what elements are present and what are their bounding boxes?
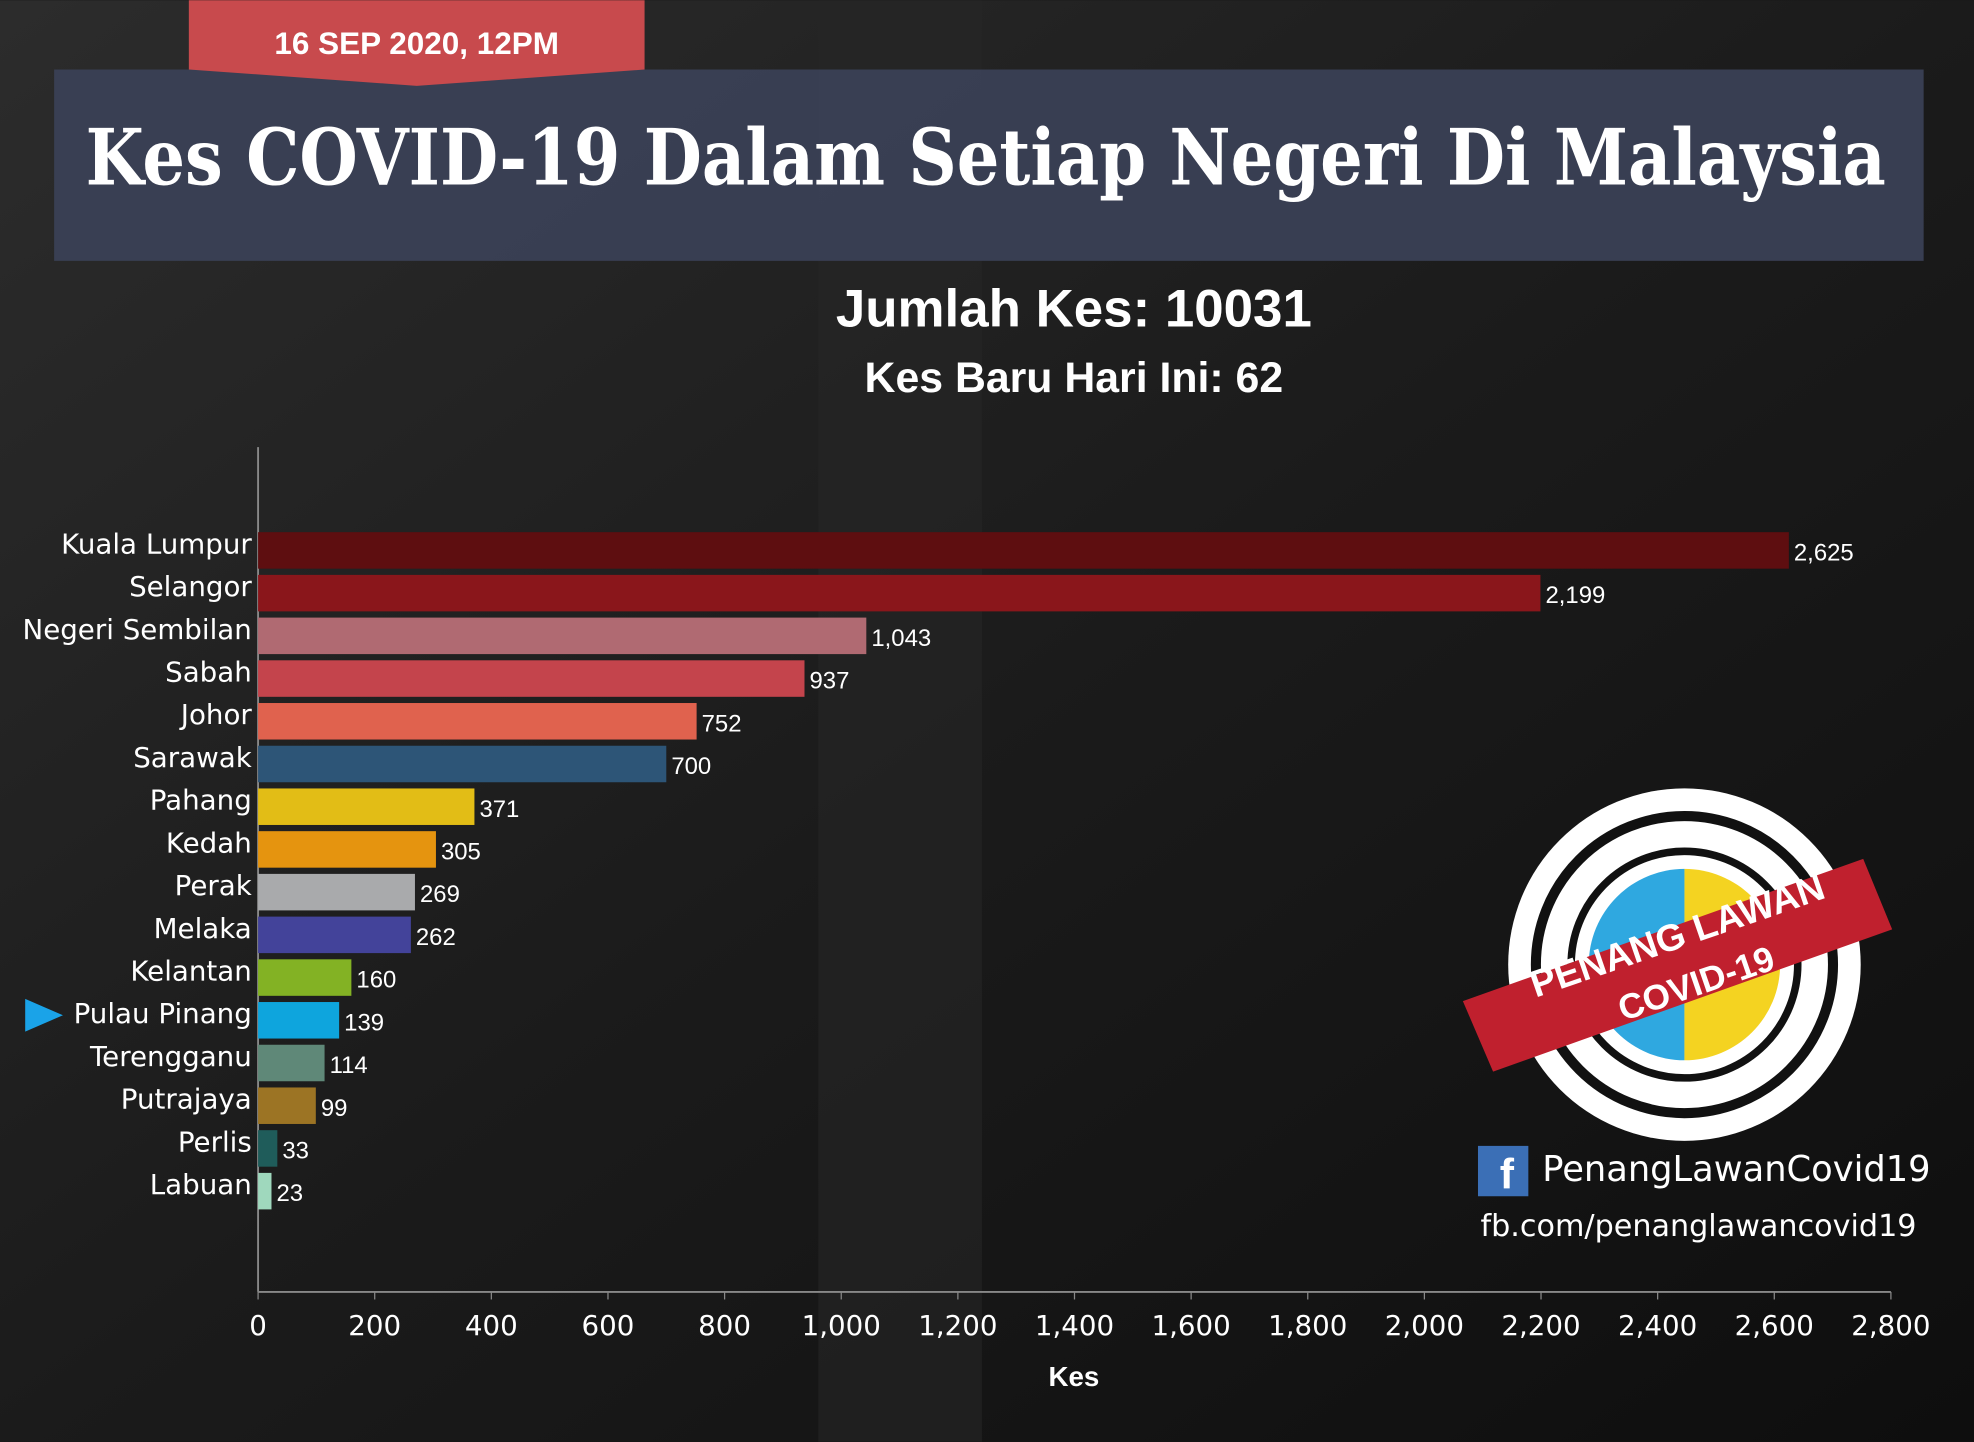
bar xyxy=(258,959,352,996)
bar xyxy=(258,831,436,868)
x-tick-label: 2,800 xyxy=(1851,1309,1930,1342)
bar xyxy=(258,532,1789,569)
value-label: 371 xyxy=(479,796,519,823)
bar xyxy=(258,916,411,954)
facebook-icon xyxy=(1477,1145,1529,1197)
x-tick-label: 0 xyxy=(249,1309,267,1342)
value-label: 269 xyxy=(420,881,460,908)
bar xyxy=(258,745,667,783)
value-label: 937 xyxy=(810,668,850,695)
logo-ribbon xyxy=(1462,858,1893,1072)
category-label: Putrajaya xyxy=(121,1083,252,1116)
value-label: 2,199 xyxy=(1545,582,1605,609)
category-label: Sabah xyxy=(165,656,252,689)
category-label: Selangor xyxy=(129,570,252,603)
value-label: 262 xyxy=(416,924,456,951)
x-tick-label: 2,600 xyxy=(1735,1309,1814,1342)
category-label: Kelantan xyxy=(130,955,251,988)
logo: PENANG LAWAN COVID-19 xyxy=(1462,788,1893,1141)
value-label: 305 xyxy=(441,839,481,866)
x-tick-label: 1,600 xyxy=(1151,1309,1230,1342)
bar xyxy=(258,1002,340,1039)
category-label: Negeri Sembilan xyxy=(22,613,251,646)
logo-ring xyxy=(1530,811,1839,1119)
value-label: 160 xyxy=(356,967,396,994)
category-label: Kedah xyxy=(166,826,252,859)
x-tick-label: 2,200 xyxy=(1501,1309,1580,1342)
category-label: Perlis xyxy=(178,1125,252,1158)
value-label: 114 xyxy=(330,1052,368,1079)
x-axis-label: Kes xyxy=(1048,1361,1099,1392)
date-label: 16 SEP 2020, 12PM xyxy=(274,26,559,61)
value-label: 139 xyxy=(344,1009,384,1036)
bar xyxy=(258,1087,316,1124)
bar xyxy=(258,617,867,655)
value-label: 99 xyxy=(321,1095,348,1122)
x-tick-label: 2,000 xyxy=(1385,1309,1464,1342)
bar xyxy=(258,660,805,697)
category-label: Perak xyxy=(175,869,252,902)
x-tick-label: 1,800 xyxy=(1268,1309,1347,1342)
bar xyxy=(258,1044,325,1082)
facebook-name: PenangLawanCovid19 xyxy=(1542,1149,1930,1190)
category-label: Pahang xyxy=(150,784,252,817)
facebook-url: fb.com/penanglawancovid19 xyxy=(1481,1209,1917,1244)
bar xyxy=(258,1172,272,1210)
x-tick-label: 200 xyxy=(348,1309,401,1342)
value-label: 33 xyxy=(282,1138,309,1165)
x-tick-label: 600 xyxy=(582,1309,635,1342)
x-tick-label: 2,400 xyxy=(1618,1309,1697,1342)
chart-title: Kes COVID-19 Dalam Setiap Negeri Di Mala… xyxy=(86,112,1886,203)
bar xyxy=(258,703,697,740)
x-tick-label: 400 xyxy=(465,1309,518,1342)
value-label: 1,043 xyxy=(871,625,931,652)
value-label: 700 xyxy=(671,753,711,780)
x-tick-label: 800 xyxy=(698,1309,751,1342)
date-tab xyxy=(188,0,645,86)
category-label: Terengganu xyxy=(89,1040,252,1073)
category-label: Kuala Lumpur xyxy=(61,527,252,560)
value-label: 752 xyxy=(702,710,742,737)
bar xyxy=(258,1130,278,1167)
category-label: Johor xyxy=(179,698,253,731)
value-label: 2,625 xyxy=(1794,540,1854,567)
x-tick-label: 1,400 xyxy=(1035,1309,1114,1342)
bar xyxy=(258,574,1541,612)
category-label: Pulau Pinang xyxy=(74,997,252,1030)
bar xyxy=(258,788,475,825)
highlight-marker xyxy=(25,998,63,1032)
category-label: Sarawak xyxy=(133,741,252,774)
value-label: 23 xyxy=(277,1180,304,1207)
bar xyxy=(258,873,415,911)
category-label: Melaka xyxy=(154,912,252,945)
x-tick-label: 1,000 xyxy=(802,1309,881,1342)
title-banner xyxy=(54,69,1924,261)
subtitle: Jumlah Kes: 10031 xyxy=(836,279,1312,338)
x-tick-label: 1,200 xyxy=(918,1309,997,1342)
facebook-icon-letter: f xyxy=(1500,1151,1515,1199)
subtitle: Kes Baru Hari Ini: 62 xyxy=(865,354,1284,402)
category-label: Labuan xyxy=(150,1168,252,1201)
